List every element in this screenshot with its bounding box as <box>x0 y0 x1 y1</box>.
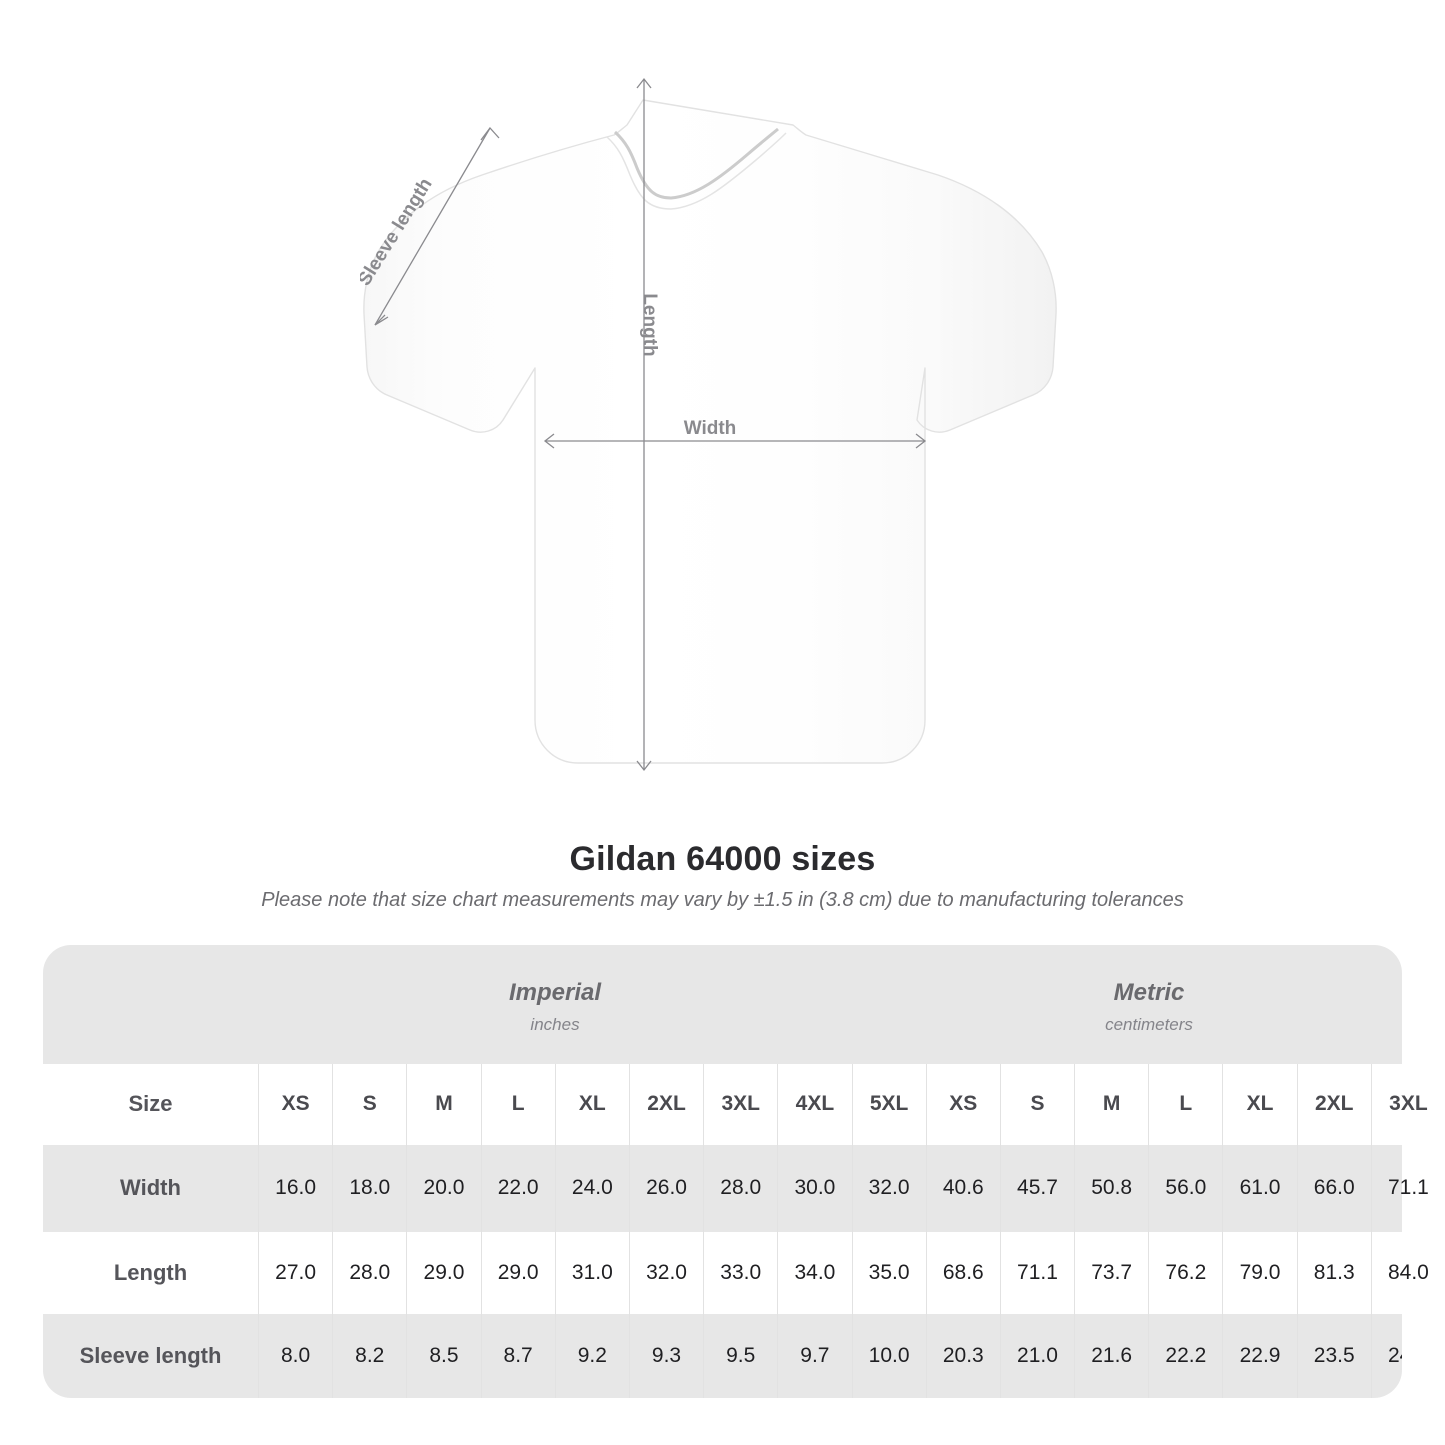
svg-text:Length: Length <box>639 293 660 356</box>
svg-text:Width: Width <box>684 418 737 439</box>
